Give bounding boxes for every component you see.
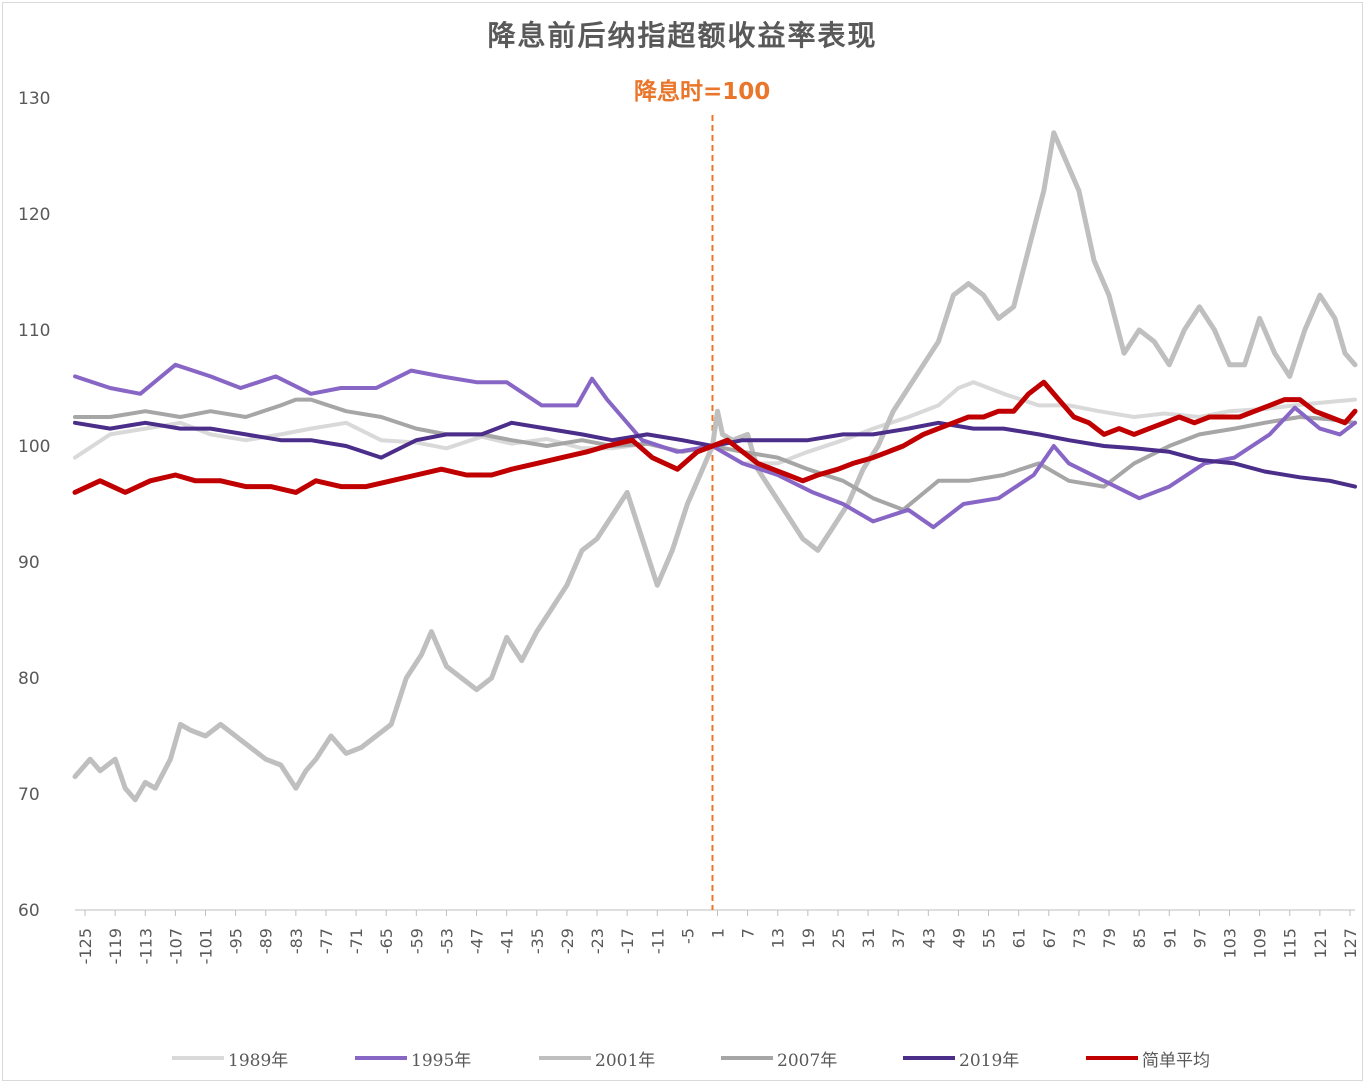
- x-tick-label: 67: [1040, 928, 1059, 948]
- x-tick-label: 13: [769, 928, 788, 948]
- x-tick-label: -83: [287, 928, 306, 954]
- legend-item: 2019年: [903, 1043, 1019, 1073]
- legend-swatch: [539, 1056, 591, 1060]
- x-tick-label: -59: [407, 928, 426, 954]
- x-tick-label: 25: [829, 928, 848, 948]
- legend-item: 2007年: [721, 1043, 837, 1073]
- x-tick-label: -95: [227, 928, 246, 954]
- x-tick-label: 97: [1190, 928, 1209, 948]
- y-tick-label: 70: [18, 785, 40, 805]
- x-tick-label: 19: [799, 928, 818, 948]
- x-tick-label: -5: [678, 928, 697, 944]
- x-tick-label: 73: [1070, 928, 1089, 948]
- legend-label: 2019年: [959, 1050, 1020, 1071]
- chart-title: 降息前后纳指超额收益率表现: [487, 19, 878, 52]
- legend-label: 1989年: [228, 1050, 289, 1071]
- legend-swatch: [721, 1056, 773, 1060]
- legend-swatch: [1086, 1056, 1138, 1060]
- y-tick-label: 60: [18, 901, 40, 921]
- legend-item: 简单平均: [1086, 1043, 1210, 1073]
- x-tick-label: 31: [859, 928, 878, 948]
- x-tick-label: -29: [558, 928, 577, 954]
- legend-swatch: [355, 1056, 407, 1060]
- x-tick-label: -11: [648, 928, 667, 954]
- x-tick-label: 91: [1160, 928, 1179, 948]
- legend-item: 2001年: [539, 1043, 655, 1073]
- x-tick-label: 1: [709, 928, 728, 938]
- y-tick-label: 90: [18, 553, 40, 573]
- chart-legend: 1989年 1995年 2001年 2007年 2019年 简单平均: [0, 1043, 1365, 1073]
- y-tick-label: 120: [18, 205, 50, 225]
- x-tick-label: -89: [257, 928, 276, 954]
- x-tick-label: -125: [76, 928, 95, 964]
- y-tick-label: 110: [18, 321, 50, 341]
- x-tick-label: -17: [618, 928, 637, 954]
- x-tick-label: -47: [468, 928, 487, 954]
- x-tick-label: -113: [136, 928, 155, 964]
- x-tick-label: 115: [1281, 928, 1300, 959]
- legend-item: 1989年: [172, 1043, 288, 1073]
- y-tick-label: 130: [18, 89, 50, 109]
- x-tick-label: -65: [377, 928, 396, 954]
- x-tick-label: 103: [1221, 928, 1240, 959]
- y-tick-label: 100: [18, 437, 50, 457]
- x-tick-label: 49: [949, 928, 968, 948]
- series-line-1: [73, 362, 1357, 530]
- x-tick-label: 43: [919, 928, 938, 948]
- x-tick-label: 79: [1100, 928, 1119, 948]
- event-annotation: 降息时=100: [634, 79, 771, 105]
- series-line-2: [72, 130, 1358, 803]
- y-tick-label: 80: [18, 669, 40, 689]
- x-tick-label: 85: [1130, 928, 1149, 948]
- x-tick-label: 7: [739, 928, 758, 938]
- x-tick-label: -35: [528, 928, 547, 954]
- x-tick-label: -53: [437, 928, 456, 954]
- x-tick-label: -23: [588, 928, 607, 954]
- x-tick-label: -107: [166, 928, 185, 964]
- legend-swatch: [903, 1056, 955, 1060]
- series-line-5: [72, 379, 1358, 495]
- legend-label: 2007年: [777, 1050, 838, 1071]
- x-tick-label: 127: [1341, 928, 1360, 959]
- legend-swatch: [172, 1056, 224, 1060]
- legend-label: 简单平均: [1142, 1050, 1210, 1071]
- x-tick-label: 55: [980, 928, 999, 948]
- x-tick-label: 37: [889, 928, 908, 948]
- x-tick-label: 109: [1251, 928, 1270, 959]
- legend-label: 2001年: [595, 1050, 656, 1071]
- x-tick-label: -119: [106, 928, 125, 964]
- x-tick-label: 61: [1010, 928, 1029, 948]
- legend-label: 1995年: [411, 1050, 472, 1071]
- x-tick-label: -77: [317, 928, 336, 954]
- x-tick-label: -71: [347, 928, 366, 954]
- x-tick-label: -101: [197, 928, 216, 964]
- x-tick-label: 121: [1311, 928, 1330, 959]
- x-tick-label: -41: [498, 928, 517, 954]
- legend-item: 1995年: [355, 1043, 471, 1073]
